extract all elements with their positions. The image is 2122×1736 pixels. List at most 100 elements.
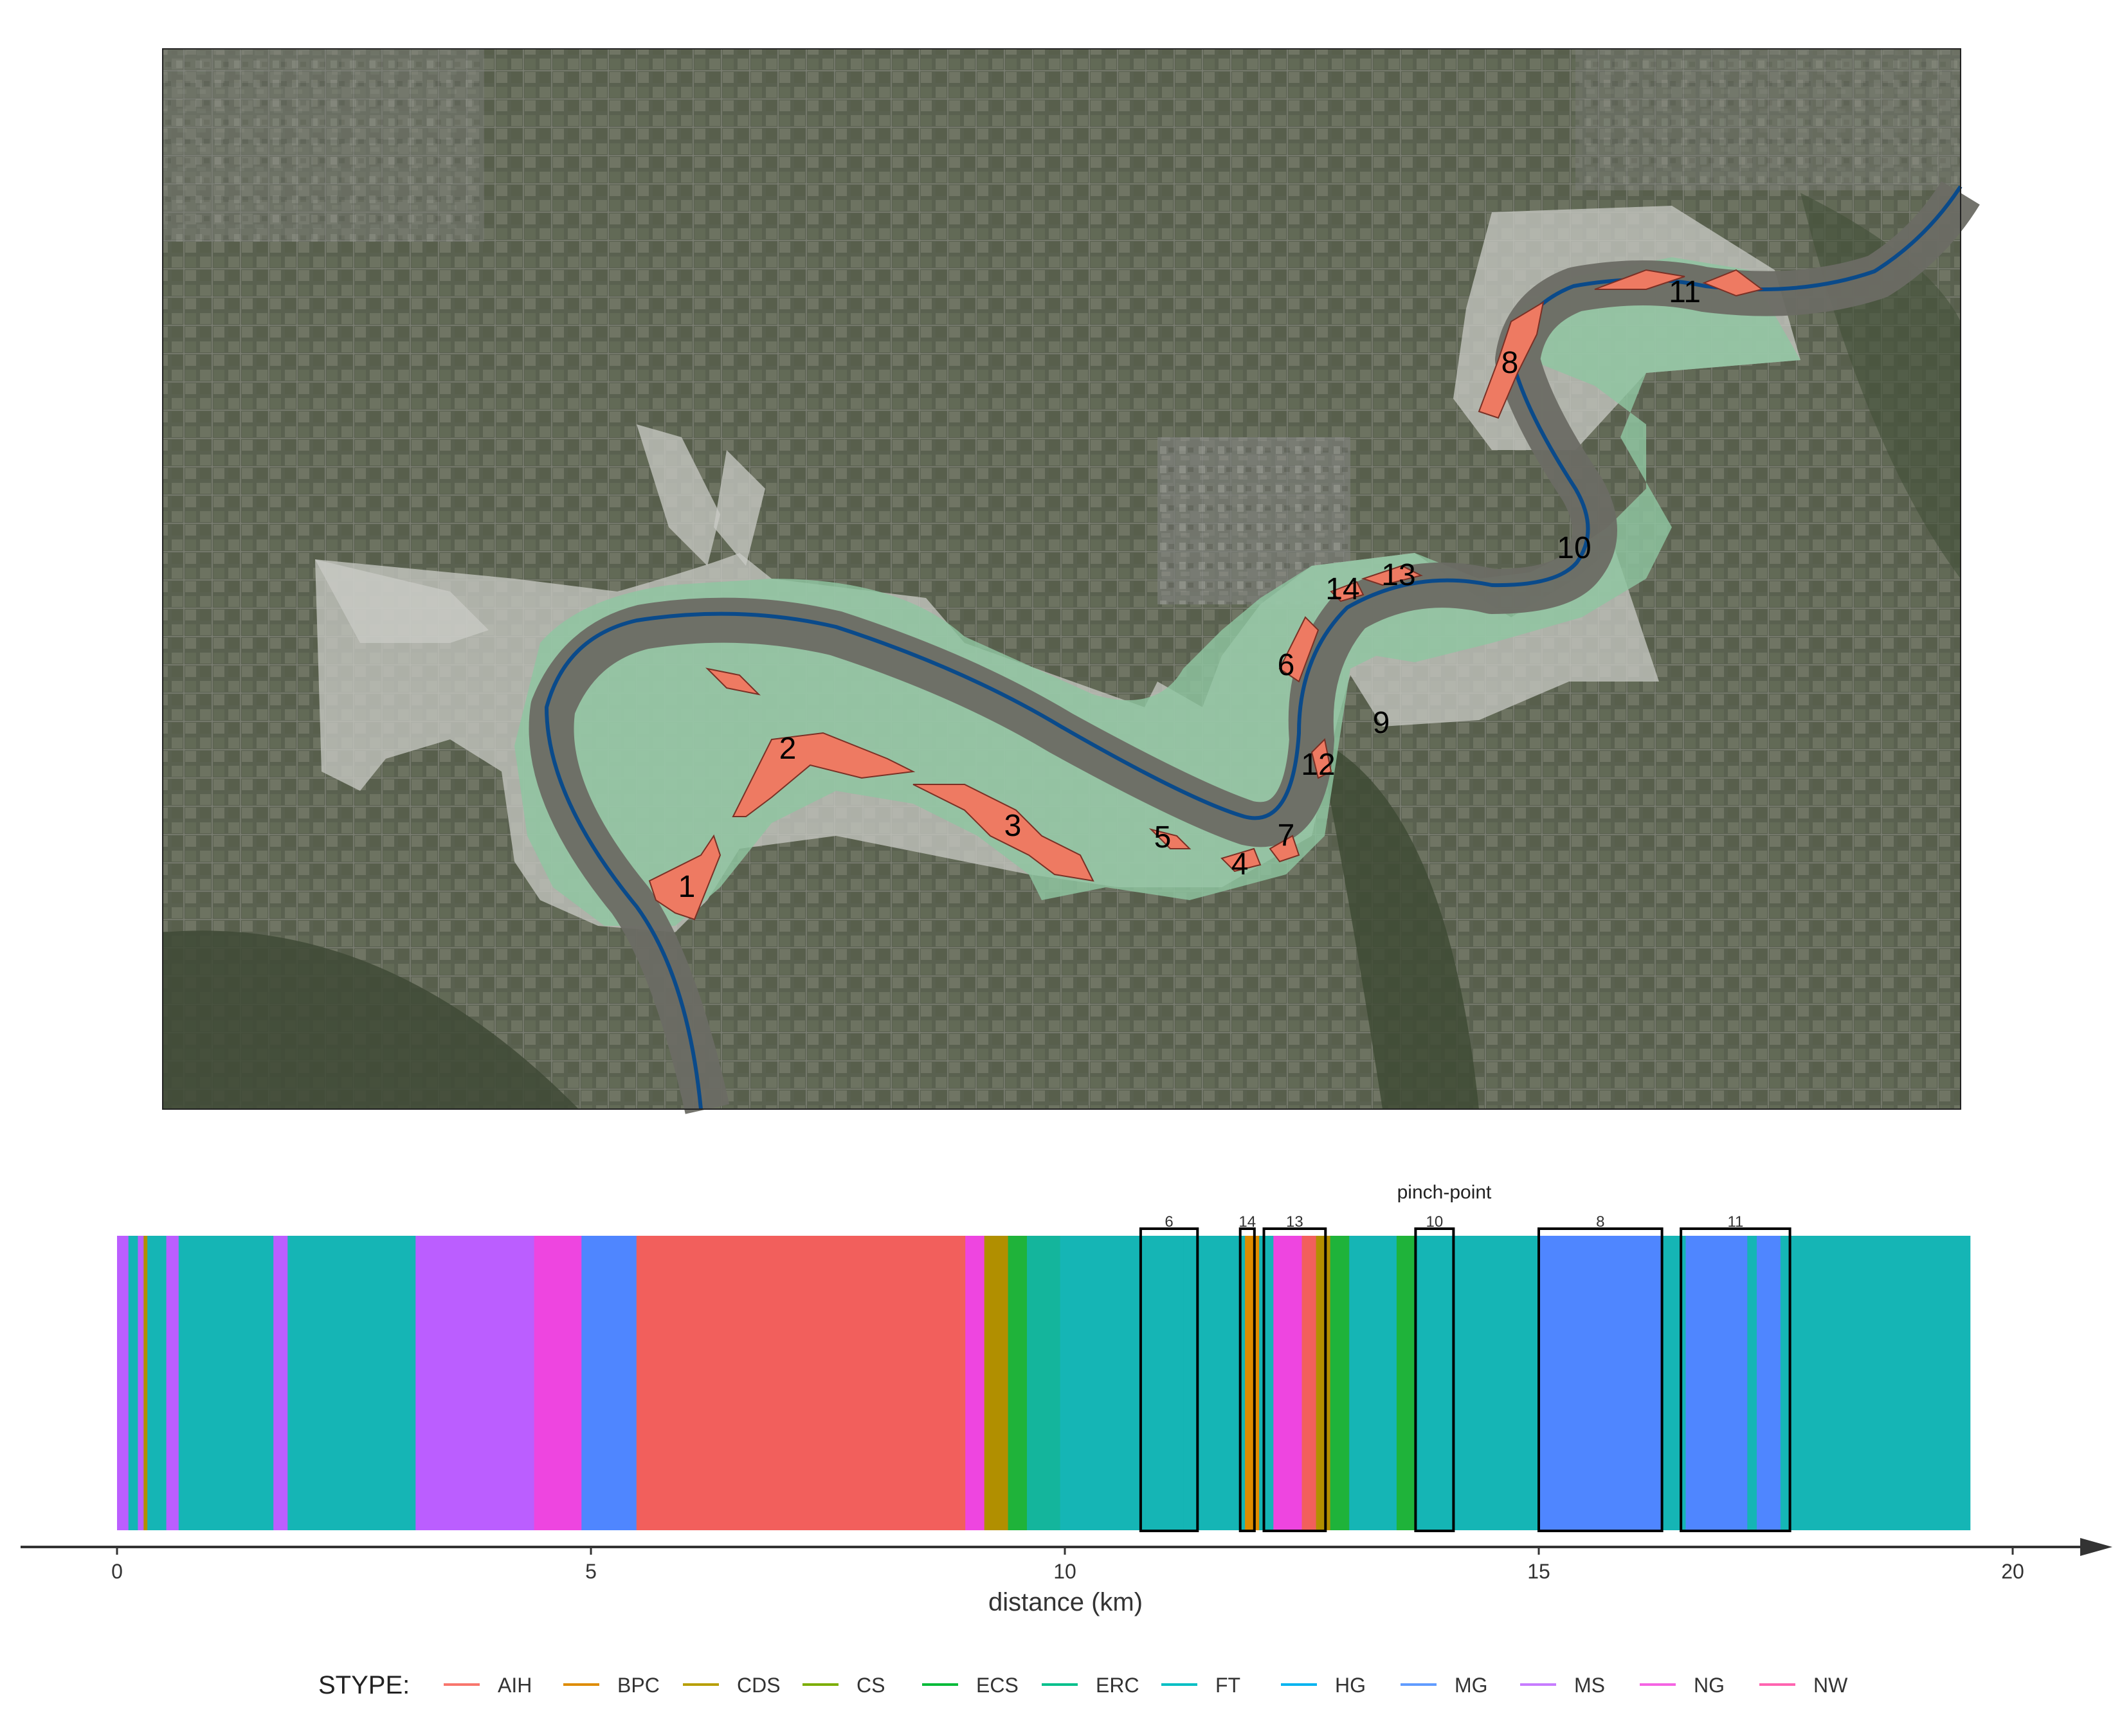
x-tick-label: 5 <box>585 1560 597 1583</box>
segment-ft <box>1662 1236 1686 1530</box>
segments-layer <box>117 1236 1971 1530</box>
segment-ft <box>1145 1236 1184 1530</box>
polygon-12 <box>1310 737 1332 779</box>
segment-ft <box>1259 1236 1274 1530</box>
x-axis-title: distance (km) <box>988 1588 1143 1616</box>
polygon-5 <box>1148 828 1192 849</box>
segment-mg <box>1685 1236 1748 1530</box>
legend-item-label: ERC <box>1096 1674 1139 1697</box>
polygon-label: 2 <box>779 732 797 766</box>
segment-ng <box>965 1236 985 1530</box>
segment-ms <box>117 1236 129 1530</box>
x-tick-label: 20 <box>2001 1560 2024 1583</box>
legend-title: STYPE: <box>318 1671 410 1699</box>
pinch-point-box <box>1262 1227 1327 1532</box>
segment-cds <box>143 1236 148 1530</box>
segment-ft <box>1060 1236 1146 1530</box>
segment-ft <box>178 1236 274 1530</box>
polygon-13 <box>1361 565 1423 586</box>
river-line <box>544 185 1963 1110</box>
polygon-4 <box>1220 847 1262 873</box>
polygon-label: 10 <box>1557 531 1591 565</box>
legend-item-label: CS <box>857 1674 885 1697</box>
legend-item-label: AIH <box>498 1674 532 1697</box>
segment-aih <box>1301 1236 1317 1530</box>
legend-item-label: HG <box>1335 1674 1366 1697</box>
pinch-point-box <box>1537 1227 1664 1532</box>
polygon-7 <box>1269 835 1300 863</box>
buffer-zone <box>315 559 489 643</box>
map-panel: 1 2 3 4 5 6 7 8 9 10 11 12 13 14 <box>162 48 1980 1114</box>
polygon-3 <box>912 784 1094 882</box>
legend-item-label: MS <box>1574 1674 1605 1697</box>
polygons <box>648 269 1764 921</box>
segment-ecs <box>1396 1236 1416 1530</box>
x-axis-arrow-head <box>2080 1538 2112 1556</box>
pinch-point-label: 10 <box>1426 1213 1444 1231</box>
pinch-point-box <box>1414 1227 1455 1532</box>
polygon-label: 3 <box>1004 809 1022 843</box>
segment-ft <box>1415 1236 1539 1530</box>
segment-ng <box>1273 1236 1303 1530</box>
pinch-point-title: pinch-point <box>1397 1182 1492 1203</box>
polygon-label: 4 <box>1231 847 1249 882</box>
segment-ft <box>1349 1236 1397 1530</box>
vegetation-area <box>163 930 579 1109</box>
segment-aih <box>636 1236 966 1530</box>
pinch-point-box <box>1139 1227 1199 1532</box>
industrial-area <box>1575 49 1961 190</box>
polygon-14 <box>1330 581 1365 602</box>
polygon-label: 12 <box>1301 748 1335 782</box>
legend-item-label: ECS <box>976 1674 1019 1697</box>
pinch-point-label: 13 <box>1286 1213 1303 1231</box>
segment-mg <box>581 1236 637 1530</box>
polygon-label: 13 <box>1381 558 1415 592</box>
segment-ft <box>1780 1236 1971 1530</box>
polygon-label: 6 <box>1278 648 1295 682</box>
polygon-11 <box>1594 269 1764 297</box>
segment-ft <box>128 1236 138 1530</box>
industrial-area <box>163 49 484 242</box>
polygon-2 <box>705 667 916 817</box>
segment-ms <box>138 1236 144 1530</box>
polygon-label: 5 <box>1154 820 1172 854</box>
polygon-8 <box>1478 300 1545 419</box>
segment-ecs <box>1330 1236 1350 1530</box>
legend-item-label: FT <box>1215 1674 1240 1697</box>
segment-ft <box>287 1236 416 1530</box>
pinch-point-label: 8 <box>1596 1213 1604 1231</box>
polygon-label: 9 <box>1373 706 1390 740</box>
x-tick-label: 0 <box>111 1560 123 1583</box>
segment-mg <box>1757 1236 1781 1530</box>
legend-item-label: NG <box>1694 1674 1725 1697</box>
segment-ecs <box>1008 1236 1028 1530</box>
polygon-label: 8 <box>1501 346 1519 380</box>
legend-item-label: CDS <box>737 1674 781 1697</box>
map-frame <box>162 48 1961 1110</box>
segment-mg <box>1539 1236 1663 1530</box>
polygon-label: 14 <box>1325 572 1359 606</box>
segment-erc <box>1027 1236 1061 1530</box>
polygon-label: 1 <box>678 870 696 904</box>
legend: STYPE: AIH BPC CDS CS ECS ERC FT HG MG MS NG NW <box>318 1671 1848 1699</box>
pinch-point-box <box>1680 1227 1791 1532</box>
polygon-label: 11 <box>1669 275 1701 309</box>
polygon-1 <box>648 834 721 921</box>
segment-ft <box>1183 1236 1246 1530</box>
legend-item-label: BPC <box>617 1674 660 1697</box>
segment-ft <box>147 1236 167 1530</box>
buffer-zone <box>714 450 765 566</box>
pinch-point-label: 14 <box>1238 1213 1256 1231</box>
pinch-point-label: 6 <box>1165 1213 1173 1231</box>
polygon-labels: 1 2 3 4 5 6 7 8 9 10 11 12 13 14 <box>678 275 1701 904</box>
pinch-point-layer: 6 14 13 10 8 11 <box>1139 1213 1791 1532</box>
segment-bpc <box>1245 1236 1260 1530</box>
polygon-6 <box>1278 616 1319 683</box>
segment-ms <box>415 1236 535 1530</box>
legend-item-label: NW <box>1813 1674 1848 1697</box>
segment-ng <box>534 1236 582 1530</box>
pinch-point-box <box>1238 1227 1256 1532</box>
vegetation-area <box>1318 739 1479 1109</box>
segment-cds <box>984 1236 1009 1530</box>
